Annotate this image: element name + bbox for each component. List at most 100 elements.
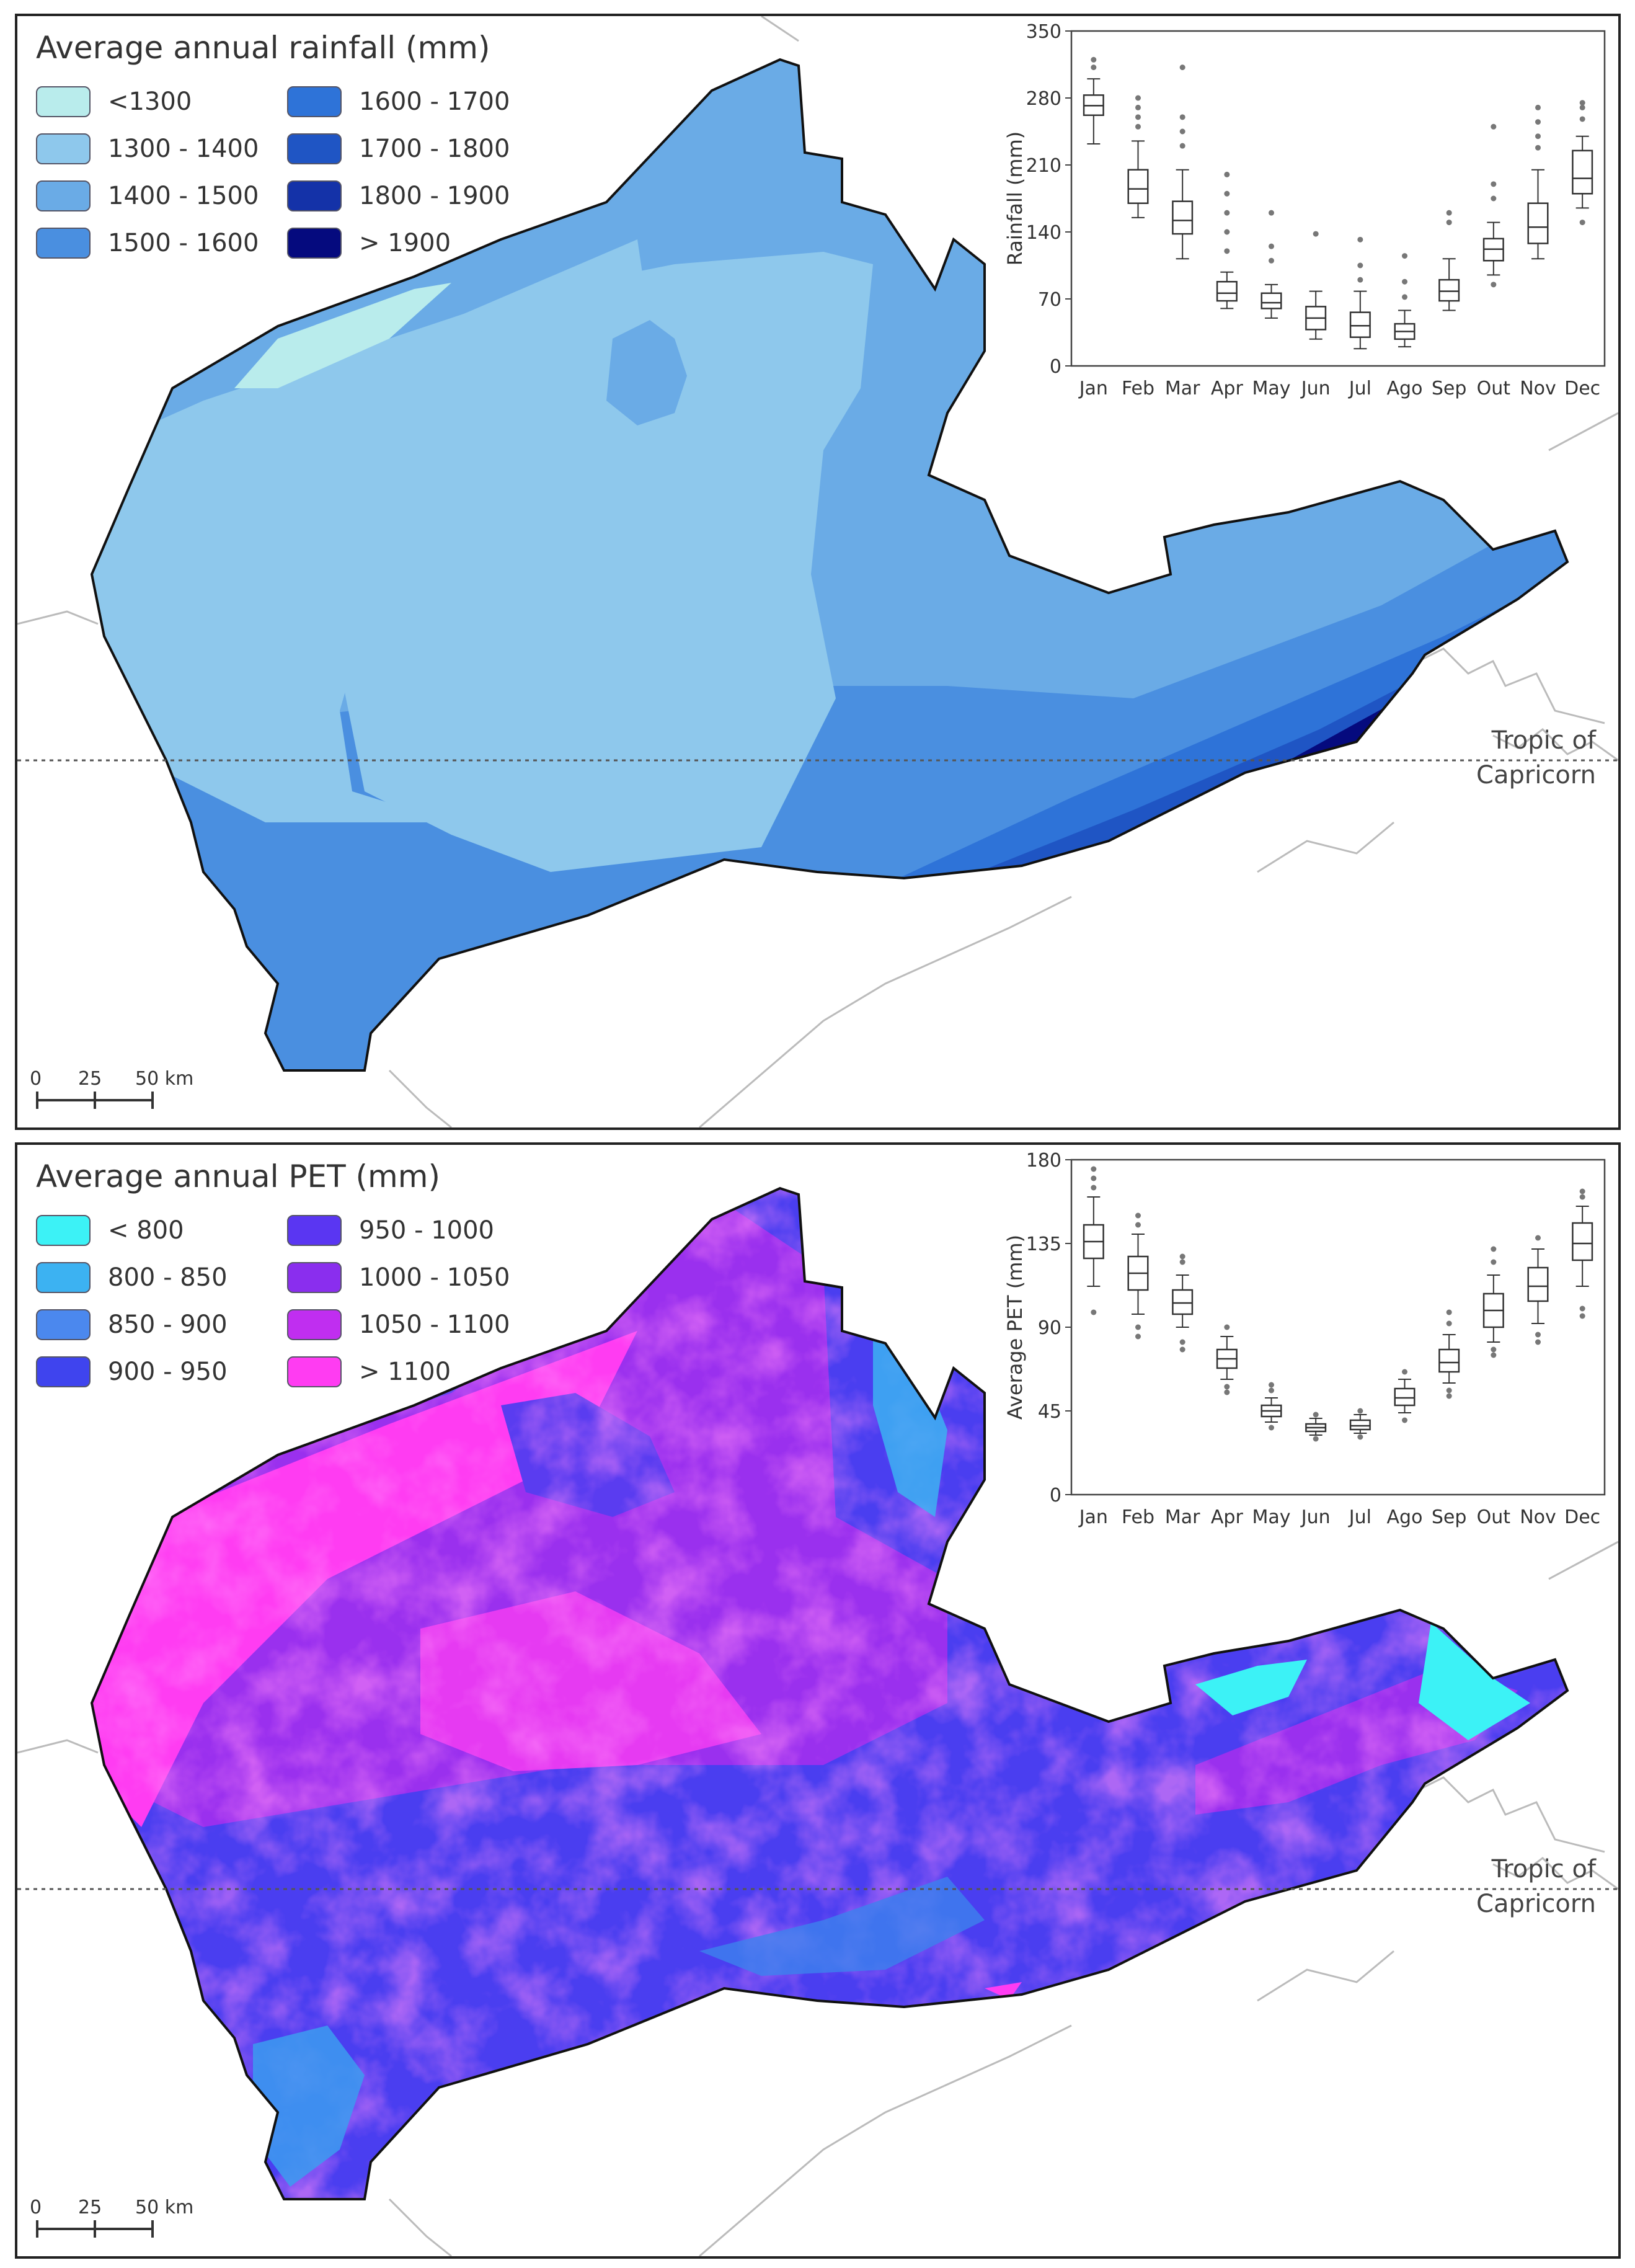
outlier-point: [1535, 1339, 1541, 1345]
legend-item: 1500 - 1600: [36, 220, 287, 267]
legend-item: <1300: [36, 78, 287, 125]
outlier-point: [1224, 248, 1230, 254]
box-may: [1261, 210, 1282, 319]
y-tick-label: 0: [1050, 1485, 1061, 1506]
outlier-point: [1491, 195, 1497, 202]
legend-item: 1600 - 1700: [287, 78, 538, 125]
box-sep: [1438, 1309, 1460, 1399]
box-nov: [1527, 104, 1549, 260]
legend-item: 1000 - 1050: [287, 1254, 538, 1301]
legend-item: 900 - 950: [36, 1348, 287, 1395]
y-tick-label: 280: [1026, 88, 1061, 110]
outlier-point: [1224, 229, 1230, 235]
outlier-point: [1579, 100, 1585, 106]
outlier-point: [1491, 1346, 1497, 1353]
x-tick-label: Ago: [1387, 378, 1423, 399]
outlier-point: [1179, 143, 1185, 149]
x-tick-label: Jan: [1078, 1506, 1108, 1528]
legend-label: 900 - 950: [108, 1358, 228, 1386]
legend-swatch: [287, 228, 342, 259]
legend-label: 850 - 900: [108, 1310, 228, 1339]
box-apr: [1216, 1324, 1238, 1395]
outlier-point: [1491, 1259, 1497, 1265]
outlier-point: [1269, 1382, 1274, 1388]
box-iqr: [1172, 200, 1194, 235]
y-tick-label: 45: [1038, 1401, 1061, 1423]
scale-tick-label: 0: [30, 2197, 42, 2218]
box-iqr: [1349, 1419, 1371, 1431]
legend-swatch: [287, 180, 342, 211]
outlier-point: [1269, 210, 1274, 216]
legend-item: 950 - 1000: [287, 1207, 538, 1254]
scale-bar: 0 25 50 km: [30, 2197, 193, 2248]
legend-swatch: [287, 86, 342, 117]
plot-frame: [1070, 30, 1606, 367]
outlier-point: [1535, 145, 1541, 151]
outlier-point: [1491, 1246, 1497, 1252]
outlier-point: [1579, 1305, 1585, 1312]
legend-item: 800 - 850: [36, 1254, 287, 1301]
legend-item: 1050 - 1100: [287, 1301, 538, 1348]
pet-legend: Average annual PET (mm) < 800 800 - 850 …: [36, 1158, 538, 1395]
box-iqr: [1527, 1266, 1549, 1302]
legend-swatch: [36, 1356, 91, 1387]
legend-label: 1600 - 1700: [359, 87, 510, 116]
rainfall-boxplot: 0 70 140 210 280 350 Rainfall (mm) Jan Feb Mar Apr…: [1003, 21, 1606, 399]
outlier-point: [1224, 1384, 1230, 1390]
outlier-point: [1224, 171, 1230, 177]
legend-label: 1700 - 1800: [359, 135, 510, 163]
outlier-point: [1135, 1212, 1141, 1219]
x-tick-label: Nov: [1520, 378, 1556, 399]
box-dec: [1572, 100, 1593, 226]
x-tick-label: May: [1252, 1506, 1290, 1528]
legend-swatch: [287, 1215, 342, 1246]
outlier-point: [1402, 1417, 1407, 1423]
outlier-point: [1579, 1313, 1585, 1319]
box-iqr: [1572, 1222, 1593, 1261]
outlier-point: [1179, 114, 1185, 120]
outlier-point: [1491, 123, 1497, 130]
outlier-point: [1269, 1387, 1274, 1394]
outlier-point: [1224, 190, 1230, 197]
legend-swatch: [287, 1309, 342, 1340]
box-out: [1482, 1246, 1504, 1358]
outlier-point: [1446, 1387, 1452, 1394]
tropic-label-line: Capricorn: [1476, 761, 1596, 789]
box-dec: [1572, 1188, 1593, 1319]
legend-label: <1300: [108, 87, 192, 116]
outlier-point: [1402, 278, 1407, 285]
scale-tick: [36, 1092, 38, 1109]
outlier-point: [1091, 64, 1097, 71]
outlier-point: [1357, 277, 1363, 283]
y-tick-label: 90: [1038, 1317, 1061, 1339]
x-tick-label: Apr: [1211, 378, 1244, 399]
scale-tick: [151, 1092, 154, 1109]
box-jul: [1349, 236, 1371, 350]
outlier-point: [1091, 1166, 1097, 1172]
box-mar: [1172, 64, 1194, 260]
legend-label: > 1900: [359, 229, 451, 257]
x-tick-label: Jun: [1300, 1506, 1331, 1528]
legend-label: 1050 - 1100: [359, 1310, 510, 1339]
outlier-point: [1491, 282, 1497, 288]
x-tick-label: Dec: [1564, 1506, 1600, 1528]
legend-label: 950 - 1000: [359, 1216, 495, 1245]
outlier-point: [1535, 133, 1541, 140]
x-tick-label: Sep: [1432, 1506, 1467, 1528]
outlier-point: [1491, 181, 1497, 187]
outlier-point: [1313, 1412, 1319, 1418]
box-may: [1261, 1382, 1282, 1431]
outlier-point: [1091, 1185, 1097, 1191]
legend-label: 1500 - 1600: [108, 229, 259, 257]
scale-bar: 0 25 50 km: [30, 1068, 193, 1119]
x-tick-label: Jul: [1348, 378, 1371, 399]
y-tick-label: 210: [1026, 155, 1061, 177]
legend-item: > 1900: [287, 220, 538, 267]
legend-title: Average annual rainfall (mm): [36, 30, 490, 66]
outlier-point: [1446, 1320, 1452, 1327]
box-iqr: [1216, 280, 1238, 302]
box-jun: [1305, 1412, 1327, 1442]
box-jun: [1305, 231, 1327, 340]
pet-boxplot: 0 45 90 135 180 Average PET (mm) Jan Feb Mar Apr M…: [1003, 1150, 1606, 1528]
outlier-point: [1402, 1369, 1407, 1375]
